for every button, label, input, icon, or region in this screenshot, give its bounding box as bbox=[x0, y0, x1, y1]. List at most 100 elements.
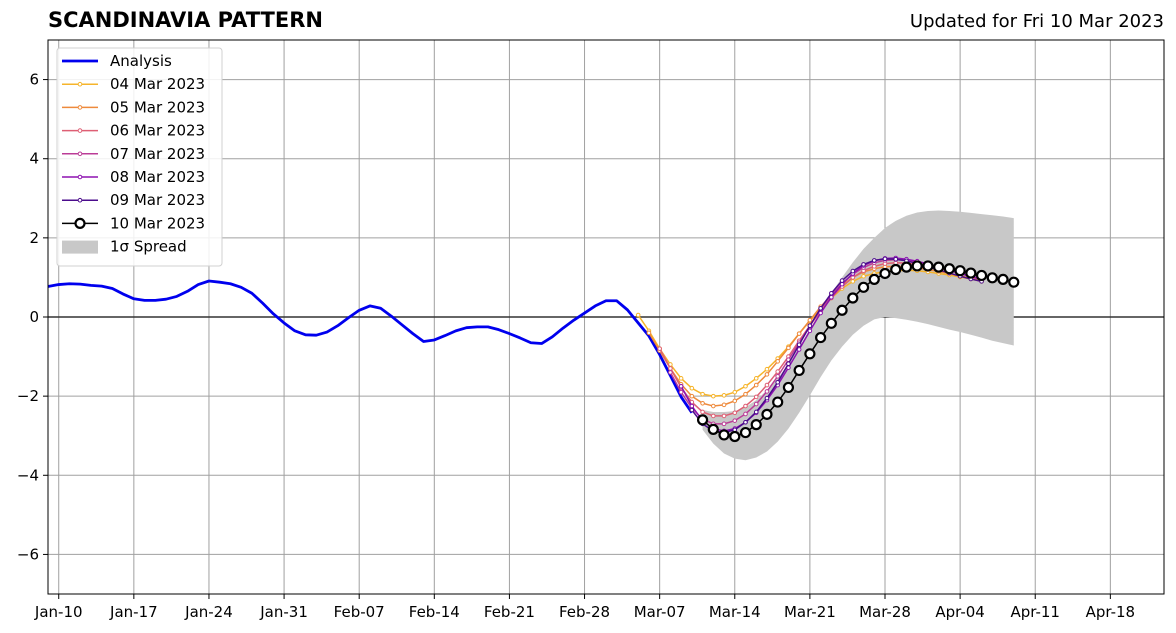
data-point bbox=[796, 331, 802, 336]
data-point bbox=[772, 396, 784, 408]
data-point bbox=[786, 361, 791, 366]
x-tick-label: Mar-21 bbox=[784, 603, 836, 621]
x-tick-label: Feb-28 bbox=[559, 603, 610, 621]
plot-frame bbox=[47, 39, 1165, 595]
data-point bbox=[753, 382, 759, 388]
data-point bbox=[753, 376, 759, 381]
data-point bbox=[775, 374, 780, 379]
legend-item: 06 Mar 2023 bbox=[62, 122, 205, 140]
data-point bbox=[1008, 276, 1020, 288]
data-point bbox=[775, 359, 780, 364]
data-point bbox=[764, 389, 770, 394]
chart-title: SCANDINAVIA PATTERN bbox=[48, 8, 323, 32]
data-point bbox=[718, 429, 730, 441]
x-tick-label: Jan-24 bbox=[184, 603, 233, 621]
legend-marker bbox=[77, 128, 83, 133]
x-tick-label: Jan-31 bbox=[259, 603, 308, 621]
legend-item: 09 Mar 2023 bbox=[62, 191, 205, 209]
data-point bbox=[732, 418, 738, 423]
data-point bbox=[764, 372, 770, 377]
chart-subtitle: Updated for Fri 10 Mar 2023 bbox=[909, 11, 1164, 32]
legend-marker bbox=[77, 174, 83, 180]
data-point bbox=[711, 393, 716, 399]
x-tick-label: Feb-14 bbox=[409, 603, 460, 621]
data-point bbox=[839, 278, 845, 283]
legend: Analysis 04 Mar 2023 05 Mar 2023 06 Mar 202… bbox=[56, 47, 223, 267]
data-point bbox=[922, 260, 934, 272]
x-tick-label: Feb-21 bbox=[484, 603, 535, 621]
data-point bbox=[732, 389, 738, 395]
x-tick-label: Apr-18 bbox=[1086, 603, 1136, 621]
legend-item: 08 Mar 2023 bbox=[62, 168, 205, 186]
data-point bbox=[764, 366, 770, 372]
data-point bbox=[818, 310, 823, 316]
data-point bbox=[997, 273, 1009, 286]
data-point bbox=[796, 347, 802, 352]
data-point bbox=[729, 430, 741, 443]
y-tick-label: −6 bbox=[17, 545, 39, 563]
data-point bbox=[721, 413, 727, 419]
data-point bbox=[868, 273, 880, 286]
data-point bbox=[807, 317, 813, 323]
data-point bbox=[678, 376, 684, 381]
data-point bbox=[700, 409, 705, 415]
y-tick-label: 4 bbox=[29, 150, 39, 168]
legend-item: Analysis bbox=[62, 52, 172, 70]
data-point bbox=[753, 401, 759, 407]
data-point bbox=[743, 403, 748, 409]
series-layer bbox=[47, 255, 1020, 443]
x-tick-label: Feb-07 bbox=[334, 603, 385, 621]
data-point bbox=[850, 279, 856, 284]
y-tick-label: 6 bbox=[29, 71, 39, 89]
legend-marker bbox=[77, 197, 83, 203]
data-point bbox=[775, 369, 780, 374]
analysis-line bbox=[47, 279, 694, 414]
legend-label: 04 Mar 2023 bbox=[110, 75, 205, 93]
data-point bbox=[836, 304, 848, 316]
data-point bbox=[857, 281, 870, 293]
legend-label: 06 Mar 2023 bbox=[110, 122, 205, 140]
data-point bbox=[879, 267, 891, 280]
spread-band bbox=[702, 210, 1014, 461]
data-point bbox=[668, 370, 673, 375]
legend-label: 1σ Spread bbox=[110, 238, 187, 256]
data-point bbox=[818, 305, 823, 311]
data-point bbox=[893, 256, 899, 262]
data-point bbox=[775, 379, 780, 385]
axis-layer: Jan-10 Jan-17 Jan-24 Jan-31 Feb-07 Feb-14 Feb-… bbox=[17, 39, 1165, 621]
data-point bbox=[861, 273, 866, 279]
legend-marker bbox=[74, 217, 86, 229]
legend-label: 10 Mar 2023 bbox=[110, 214, 205, 232]
data-point bbox=[678, 383, 684, 389]
data-point bbox=[796, 342, 802, 348]
legend-item: 10 Mar 2023 bbox=[62, 214, 205, 232]
legend-label: 05 Mar 2023 bbox=[110, 98, 205, 116]
legend-item: 1σ Spread bbox=[62, 238, 187, 256]
legend-marker bbox=[77, 105, 83, 110]
data-point bbox=[807, 323, 813, 329]
data-point bbox=[689, 393, 695, 399]
data-point bbox=[882, 256, 888, 262]
legend-label: Analysis bbox=[110, 52, 172, 70]
x-tick-label: Jan-10 bbox=[34, 603, 83, 621]
data-point bbox=[700, 391, 705, 397]
data-point bbox=[732, 410, 738, 416]
data-point bbox=[743, 383, 748, 389]
data-point bbox=[721, 393, 727, 398]
data-point bbox=[911, 260, 923, 272]
data-point bbox=[678, 389, 684, 395]
legend-marker bbox=[77, 81, 83, 87]
legend-item: 05 Mar 2023 bbox=[62, 98, 205, 116]
data-point bbox=[750, 419, 762, 431]
data-point bbox=[753, 394, 759, 400]
data-point bbox=[829, 290, 834, 296]
legend-label: 08 Mar 2023 bbox=[110, 168, 205, 186]
data-point bbox=[689, 385, 695, 391]
x-tick-label: Jan-17 bbox=[109, 603, 158, 621]
x-tick-label: Mar-28 bbox=[859, 603, 911, 621]
data-point bbox=[689, 403, 695, 409]
data-point bbox=[871, 264, 877, 269]
data-point bbox=[743, 411, 748, 417]
data-point bbox=[965, 267, 977, 279]
